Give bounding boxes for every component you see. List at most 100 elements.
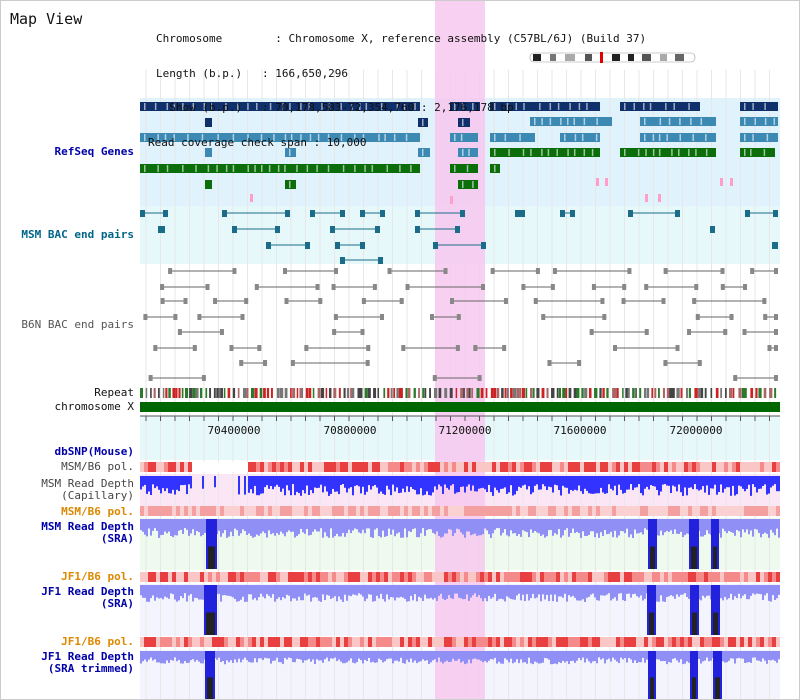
- pol-cell: [420, 506, 424, 516]
- gene-block[interactable]: [740, 148, 775, 157]
- gene-marker[interactable]: [450, 196, 453, 204]
- repeat-element: [401, 388, 403, 398]
- read-depth-bar: [190, 519, 192, 534]
- label-dbsnp[interactable]: dbSNP(Mouse): [54, 445, 134, 458]
- gene-exon-gap: [289, 149, 291, 156]
- gene-block[interactable]: [740, 133, 778, 142]
- b6n-bac-end: [380, 314, 385, 320]
- gene-block[interactable]: [740, 117, 778, 126]
- read-depth-bar: [704, 519, 706, 535]
- capillary-depth-bar: [676, 476, 678, 492]
- repeat-element: [317, 388, 321, 398]
- label-refseq-genes[interactable]: RefSeq Genes: [54, 145, 134, 158]
- gene-block[interactable]: [620, 102, 700, 111]
- gene-block[interactable]: [490, 133, 535, 142]
- gene-block[interactable]: [140, 164, 420, 173]
- gene-block[interactable]: [458, 118, 470, 127]
- b6n-bac-end: [333, 268, 338, 274]
- gene-marker[interactable]: [730, 178, 733, 186]
- pol-cell: [320, 572, 324, 582]
- repeat-element: [632, 388, 635, 398]
- b6n-bac-end: [365, 360, 370, 366]
- label-msm-bac[interactable]: MSM BAC end pairs: [21, 228, 134, 241]
- pol-cell: [216, 637, 220, 647]
- pol-cell: [584, 572, 588, 582]
- gene-exon-gap: [154, 103, 157, 110]
- gene-block[interactable]: [140, 133, 420, 142]
- pol-cell: [212, 572, 216, 582]
- b6n-bac-track[interactable]: [143, 268, 778, 381]
- gene-block[interactable]: [205, 148, 212, 157]
- gene-block[interactable]: [458, 180, 478, 189]
- label-msm-depth-sra-1[interactable]: MSM Read Depth: [41, 520, 134, 533]
- gene-block[interactable]: [140, 102, 420, 111]
- read-depth-bar: [778, 585, 780, 595]
- capillary-depth-bar: [506, 476, 508, 494]
- label-b6n-bac[interactable]: B6N BAC end pairs: [21, 318, 134, 331]
- capillary-depth-bar: [612, 476, 614, 491]
- read-depth-bar: [388, 585, 390, 600]
- label-jf1-depth-sra-1[interactable]: JF1 Read Depth: [41, 585, 134, 598]
- repeat-element: [616, 388, 619, 398]
- gene-marker[interactable]: [658, 194, 661, 202]
- gene-block[interactable]: [560, 133, 600, 142]
- chromosome-ideogram[interactable]: [529, 52, 696, 63]
- gene-block[interactable]: [205, 180, 212, 189]
- read-depth-bar: [602, 585, 604, 596]
- gene-block[interactable]: [458, 148, 478, 157]
- label-msm-depth-capillary-1[interactable]: MSM Read Depth: [41, 477, 134, 490]
- read-depth-bar: [638, 585, 640, 598]
- gene-block[interactable]: [640, 133, 716, 142]
- read-depth-bar: [394, 585, 396, 601]
- gene-marker[interactable]: [645, 194, 648, 202]
- gene-block[interactable]: [450, 133, 478, 142]
- gene-marker[interactable]: [596, 178, 599, 186]
- repeat-track[interactable]: [140, 388, 777, 398]
- label-msm-b6-pol-1[interactable]: MSM/B6 pol.: [61, 460, 134, 473]
- gene-block[interactable]: [490, 102, 600, 111]
- gene-block[interactable]: [205, 118, 212, 127]
- pol-cell: [332, 462, 336, 472]
- gene-block[interactable]: [450, 102, 480, 111]
- label-msm-b6-pol-2[interactable]: MSM/B6 pol.: [61, 505, 134, 518]
- b6n-bac-end: [774, 329, 778, 335]
- gene-marker[interactable]: [720, 178, 723, 186]
- gene-block[interactable]: [740, 102, 778, 111]
- b6n-bac-end: [627, 268, 632, 274]
- pol-cell: [756, 637, 760, 647]
- pol-cell: [192, 506, 196, 516]
- polymorphism-tracks[interactable]: [140, 462, 780, 647]
- pol-cell: [700, 637, 704, 647]
- capillary-depth-bar: [162, 476, 164, 489]
- gene-marker[interactable]: [605, 178, 608, 186]
- b6n-bac-end: [622, 284, 627, 290]
- gene-block[interactable]: [530, 117, 612, 126]
- gene-block[interactable]: [640, 117, 716, 126]
- pol-cell: [376, 572, 380, 582]
- label-jf1-b6-pol-2[interactable]: JF1/B6 pol.: [61, 635, 134, 648]
- read-depth-bar: [408, 585, 410, 602]
- capillary-depth-bar: [282, 476, 284, 489]
- read-depth-tracks[interactable]: [140, 476, 780, 699]
- gene-block[interactable]: [450, 164, 478, 173]
- read-depth-bar: [278, 585, 280, 598]
- gene-block[interactable]: [418, 148, 430, 157]
- msm-bac-track[interactable]: [140, 210, 778, 264]
- read-depth-bar: [278, 651, 280, 663]
- refseq-genes-track[interactable]: [140, 102, 778, 204]
- gene-marker[interactable]: [250, 194, 253, 202]
- pol-cell: [400, 506, 404, 516]
- pol-cell: [460, 637, 464, 647]
- read-depth-bar: [264, 651, 266, 658]
- read-depth-bar: [542, 651, 544, 663]
- pol-cell: [520, 637, 524, 647]
- gene-block[interactable]: [490, 148, 600, 157]
- read-depth-bar: [328, 651, 330, 662]
- label-jf1-b6-pol-1[interactable]: JF1/B6 pol.: [61, 570, 134, 583]
- repeat-element: [758, 388, 762, 398]
- read-depth-bar: [468, 519, 470, 532]
- gene-block[interactable]: [620, 148, 716, 157]
- pol-cell: [444, 462, 448, 472]
- label-jf1-depth-trim-1[interactable]: JF1 Read Depth: [41, 650, 134, 663]
